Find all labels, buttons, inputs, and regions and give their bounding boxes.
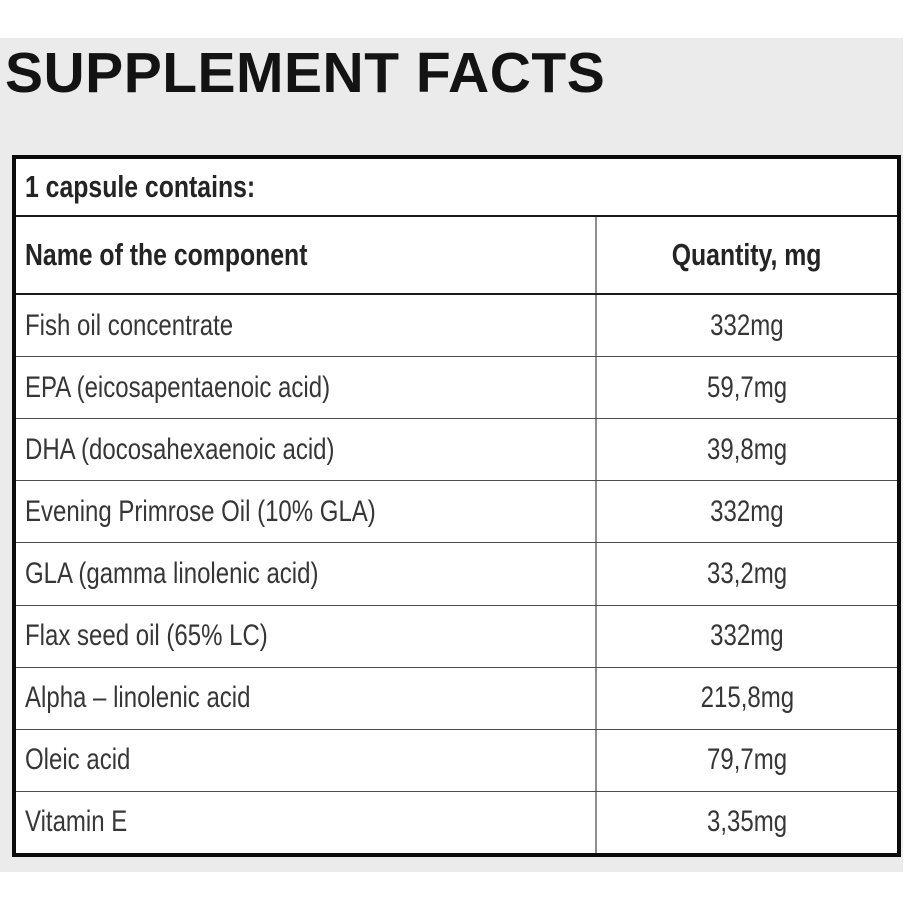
table-row: Evening Primrose Oil (10% GLA) 332mg (16, 481, 897, 544)
header-cell-name: Name of the component (16, 217, 597, 293)
component-name: EPA (eicosapentaenoic acid) (25, 370, 331, 404)
component-quantity: 59,7mg (706, 370, 788, 404)
component-name-cell: DHA (docosahexaenoic acid) (16, 419, 597, 481)
table-row: Vitamin E 3,35mg (16, 791, 897, 853)
table-caption-row: 1 capsule contains: (16, 159, 897, 217)
component-name-cell: Fish oil concentrate (16, 295, 597, 357)
table-row: GLA (gamma linolenic acid) 33,2mg (16, 543, 897, 606)
component-quantity: 3,35mg (706, 805, 788, 839)
header-cell-quantity: Quantity, mg (597, 217, 897, 293)
table-row: EPA (eicosapentaenoic acid) 59,7mg (16, 357, 897, 420)
component-name: DHA (docosahexaenoic acid) (25, 432, 335, 466)
component-quantity: 332mg (710, 619, 784, 653)
column-header-quantity: Quantity, mg (672, 237, 822, 272)
component-name: Fish oil concentrate (25, 308, 234, 342)
component-quantity-cell: 59,7mg (597, 357, 897, 418)
component-quantity: 215,8mg (700, 681, 794, 715)
table-row: Alpha – linolenic acid 215,8mg (16, 667, 897, 730)
component-name: Alpha – linolenic acid (25, 681, 251, 715)
table-row: Flax seed oil (65% LC) 332mg (16, 605, 897, 668)
capsule-contains-label: 1 capsule contains: (25, 169, 256, 204)
component-name-cell: Vitamin E (16, 791, 597, 853)
component-quantity: 39,8mg (706, 432, 788, 466)
component-name: Flax seed oil (65% LC) (25, 619, 268, 653)
component-quantity-cell: 79,7mg (597, 730, 897, 791)
table-row: Fish oil concentrate 332mg (16, 295, 897, 358)
component-quantity-cell: 332mg (597, 481, 897, 542)
component-name: Evening Primrose Oil (10% GLA) (25, 494, 376, 528)
component-quantity-cell: 215,8mg (597, 668, 897, 729)
component-name-cell: Flax seed oil (65% LC) (16, 605, 597, 667)
component-quantity-cell: 332mg (597, 295, 897, 356)
component-name: GLA (gamma linolenic acid) (25, 556, 319, 590)
component-quantity-cell: 332mg (597, 606, 897, 667)
component-quantity-cell: 39,8mg (597, 419, 897, 480)
component-quantity: 33,2mg (706, 556, 788, 590)
component-name-cell: EPA (eicosapentaenoic acid) (16, 357, 597, 419)
component-name: Oleic acid (25, 743, 131, 777)
component-quantity-cell: 33,2mg (597, 543, 897, 604)
supplement-facts-table: 1 capsule contains: Name of the componen… (12, 155, 901, 857)
component-name-cell: Alpha – linolenic acid (16, 667, 597, 729)
column-header-component: Name of the component (25, 237, 308, 272)
component-quantity: 79,7mg (706, 743, 788, 777)
component-name-cell: Oleic acid (16, 729, 597, 791)
component-quantity-cell: 3,35mg (597, 792, 897, 853)
page-title: SUPPLEMENT FACTS (5, 41, 606, 105)
component-name-cell: Evening Primrose Oil (10% GLA) (16, 481, 597, 543)
table-row: Oleic acid 79,7mg (16, 729, 897, 792)
component-quantity: 332mg (710, 308, 784, 342)
table-row: DHA (docosahexaenoic acid) 39,8mg (16, 419, 897, 482)
component-quantity: 332mg (710, 494, 784, 528)
component-name: Vitamin E (25, 805, 128, 839)
table-header-row: Name of the component Quantity, mg (16, 217, 897, 295)
component-name-cell: GLA (gamma linolenic acid) (16, 543, 597, 605)
